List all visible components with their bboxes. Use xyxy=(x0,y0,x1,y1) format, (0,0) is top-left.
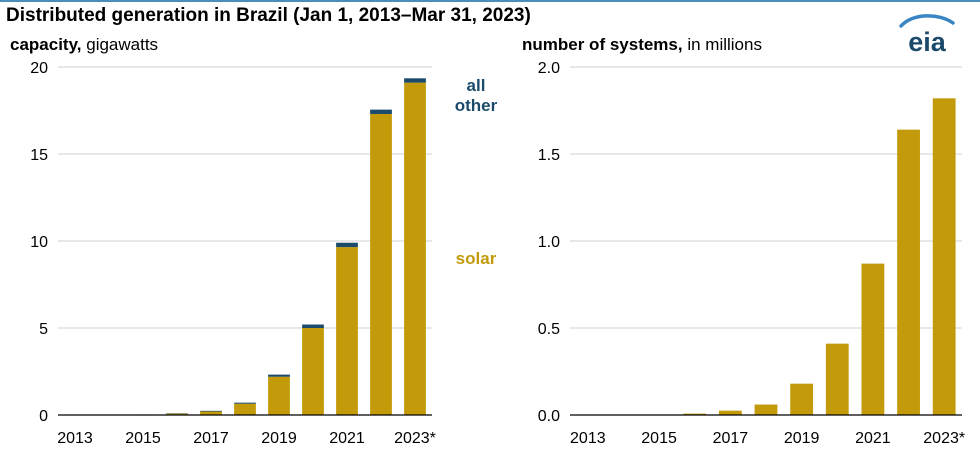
eia-logo-text: eia xyxy=(908,27,947,56)
systems-y-tick-label: 2.0 xyxy=(538,60,560,77)
capacity-bar-other xyxy=(268,374,290,377)
systems-x-tick-label: 2021 xyxy=(855,430,891,447)
legend-solar: solar xyxy=(456,249,497,268)
systems-bar xyxy=(683,413,707,415)
systems-y-tick-label: 0.5 xyxy=(538,321,560,338)
systems-y-tick-label: 1.0 xyxy=(538,234,560,251)
systems-chart: 0.0 0.5 1.0 1.5 2.0 2013 2015 2017 2019 2021 2023* xyxy=(538,60,965,447)
capacity-bar-solar xyxy=(302,328,324,415)
capacity-x-tick-label: 2021 xyxy=(329,430,365,447)
capacity-bar-solar xyxy=(404,82,426,415)
capacity-bar-solar xyxy=(336,247,358,415)
capacity-bar-solar xyxy=(268,376,290,415)
capacity-bar-other xyxy=(234,402,256,404)
systems-title-bold: number of systems, xyxy=(522,35,683,54)
systems-y-tick-label: 1.5 xyxy=(538,147,560,164)
systems-x-tick-label: 2013 xyxy=(570,430,606,447)
capacity-x-tick-label: 2015 xyxy=(125,430,161,447)
capacity-x-tick-label: 2023* xyxy=(394,430,436,447)
systems-bar xyxy=(861,263,885,415)
capacity-bar-other xyxy=(404,78,426,83)
capacity-y-tick-label: 15 xyxy=(30,147,48,164)
capacity-x-tick-label: 2019 xyxy=(261,430,297,447)
systems-bar xyxy=(754,404,778,415)
systems-x-tick-label: 2023* xyxy=(923,430,965,447)
capacity-y-tick-label: 0 xyxy=(39,408,48,425)
systems-bar xyxy=(790,383,814,415)
capacity-y-tick-label: 20 xyxy=(30,60,48,77)
systems-chart-title: number of systems, in millions xyxy=(522,35,762,55)
capacity-y-tick-label: 5 xyxy=(39,321,48,338)
capacity-chart: 0 5 10 15 20 2013 2015 2017 2019 2021 2023* allothe… xyxy=(30,60,497,447)
capacity-bar-solar xyxy=(234,403,256,415)
capacity-x-tick-label: 2013 xyxy=(57,430,93,447)
capacity-chart-title: capacity, gigawatts xyxy=(10,35,158,55)
capacity-bar-other xyxy=(200,410,222,412)
systems-x-tick-label: 2019 xyxy=(784,430,820,447)
capacity-bar-solar xyxy=(200,411,222,415)
capacity-y-tick-label: 10 xyxy=(30,234,48,251)
systems-bar xyxy=(718,410,742,415)
legend-other-line2: other xyxy=(455,96,498,115)
systems-x-tick-label: 2017 xyxy=(713,430,749,447)
systems-bar xyxy=(825,343,849,415)
capacity-title-rest: gigawatts xyxy=(81,35,159,54)
capacity-title-bold: capacity, xyxy=(10,35,82,54)
capacity-x-tick-label: 2017 xyxy=(193,430,229,447)
page-title: Distributed generation in Brazil (Jan 1,… xyxy=(6,5,531,26)
capacity-bar-solar xyxy=(370,113,392,415)
systems-bar xyxy=(897,129,920,415)
top-border xyxy=(0,0,980,2)
systems-y-tick-label: 0.0 xyxy=(538,408,560,425)
systems-bar xyxy=(932,98,956,415)
capacity-bar-other xyxy=(370,109,392,114)
legend-other-line1: all xyxy=(467,76,486,95)
systems-title-rest: in millions xyxy=(682,35,762,54)
systems-x-tick-label: 2015 xyxy=(641,430,677,447)
eia-logo: eia xyxy=(899,14,955,56)
capacity-bar-other xyxy=(302,324,324,328)
eia-logo-arc xyxy=(899,14,955,28)
capacity-bar-other xyxy=(336,242,358,248)
capacity-bar-solar xyxy=(166,413,188,415)
